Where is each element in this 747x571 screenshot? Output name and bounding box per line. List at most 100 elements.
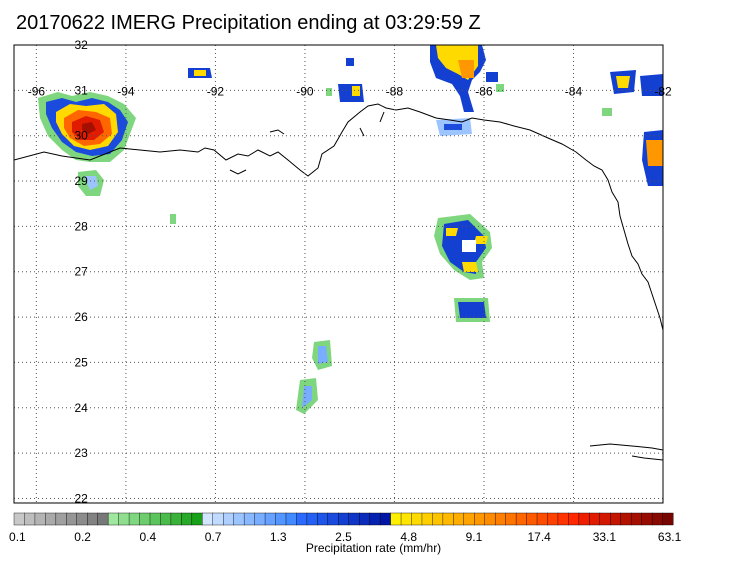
colorbar-swatch [327,512,339,526]
colorbar-swatch [285,512,297,526]
lat-tick-label: 28 [74,219,88,233]
colorbar-swatch [421,512,433,526]
colorbar-label: Precipitation rate (mm/hr) [305,541,442,555]
colorbar-swatch [296,512,308,526]
colorbar-tick-label: 2.5 [335,530,352,544]
colorbar-swatch [128,512,141,526]
lat-tick-label: 32 [74,38,88,52]
colorbar-tick-label: 1.3 [270,530,287,544]
colorbar [13,512,674,526]
lon-tick-label: -96 [28,84,46,98]
colorbar-swatch [254,512,266,526]
colorbar-swatch [87,512,99,526]
colorbar-swatch [139,512,151,526]
colorbar-swatch [317,512,329,526]
colorbar-swatch [264,512,277,526]
lat-tick-label: 31 [74,83,88,97]
rain-cell-houston-core [82,122,96,134]
lon-tick-label: -88 [386,84,404,98]
colorbar-swatch [474,512,486,526]
colorbar-swatch [557,512,569,526]
lon-tick-label: -84 [565,84,583,98]
colorbar-tick-label: 33.1 [593,530,617,544]
colorbar-tick-label: 9.1 [466,530,483,544]
colorbar-swatch [107,512,120,526]
colorbar-tick-label: 0.1 [9,530,26,544]
colorbar-swatch [578,512,590,526]
colorbar-swatch [494,512,507,526]
colorbar-swatch [505,512,517,526]
colorbar-swatch [76,512,88,526]
plot-frame [13,44,664,504]
rain-cell-small-west [170,214,176,224]
colorbar-swatch [411,512,423,526]
lon-tick-labels: -96 -94 -92 -90 -88 -86 -84 -82 [28,84,672,98]
colorbar-swatch [432,512,444,526]
colorbar-swatch [202,512,214,526]
lat-tick-label: 25 [74,355,88,369]
lon-tick-label: -82 [654,84,672,98]
colorbar-swatch [400,512,412,526]
colorbar-swatch [233,512,245,526]
colorbar-swatch [662,512,674,526]
colorbar-tick-label: 0.7 [205,530,222,544]
lon-tick-label: -92 [207,84,225,98]
colorbar-swatch [390,512,402,526]
lat-tick-label: 24 [74,401,88,415]
colorbar-swatch [463,512,475,526]
colorbar-swatch [484,512,496,526]
colorbar-swatch [181,512,193,526]
colorbar-swatch [243,512,256,526]
lon-tick-label: -90 [296,84,314,98]
grid [14,45,663,503]
colorbar-tick-label: 0.4 [139,530,156,544]
coastline [14,103,663,461]
colorbar-swatch [620,512,632,526]
colorbar-swatch [536,512,548,526]
precipitation-field [38,45,663,414]
colorbar-tick-label: 63.1 [658,530,682,544]
colorbar-swatch [97,512,109,526]
colorbar-swatch [118,512,130,526]
rain-cell-89w [338,84,364,102]
colorbar-tick-label: 0.2 [74,530,91,544]
colorbar-swatch [55,512,67,526]
colorbar-swatch [13,512,25,526]
colorbar-swatch [442,512,454,526]
colorbar-swatch [453,512,465,526]
colorbar-swatch [610,512,622,526]
colorbar-swatch [547,512,559,526]
colorbar-swatch [223,512,235,526]
colorbar-swatch [358,512,371,526]
chart-title: 20170622 IMERG Precipitation ending at 0… [16,12,481,34]
lat-tick-label: 30 [74,129,88,143]
colorbar-swatch [66,512,78,526]
colorbar-swatch [170,512,182,526]
colorbar-swatch [338,512,350,526]
colorbar-swatch [599,512,611,526]
lon-tick-label: -94 [117,84,135,98]
colorbar-swatch [149,512,161,526]
lat-tick-labels: 32 31 30 29 28 27 26 25 24 23 22 [74,38,88,505]
colorbar-swatch [515,512,528,526]
colorbar-swatch [24,512,36,526]
lat-tick-label: 22 [74,491,88,505]
colorbar-swatch [275,512,287,526]
colorbar-swatch [379,512,392,526]
colorbar-swatch [526,512,538,526]
colorbar-swatch [348,512,360,526]
colorbar-tick-label: 17.4 [527,530,551,544]
colorbar-swatch [568,512,580,526]
colorbar-swatch [589,512,601,526]
lat-tick-label: 23 [74,446,88,460]
colorbar-swatch [160,512,172,526]
colorbar-tick-label: 4.8 [400,530,417,544]
colorbar-swatch [641,512,653,526]
colorbar-swatch [191,512,203,526]
colorbar-swatch [306,512,318,526]
colorbar-swatch [45,512,57,526]
lat-tick-label: 29 [74,174,88,188]
lat-tick-label: 26 [74,310,88,324]
colorbar-swatch [630,512,643,526]
